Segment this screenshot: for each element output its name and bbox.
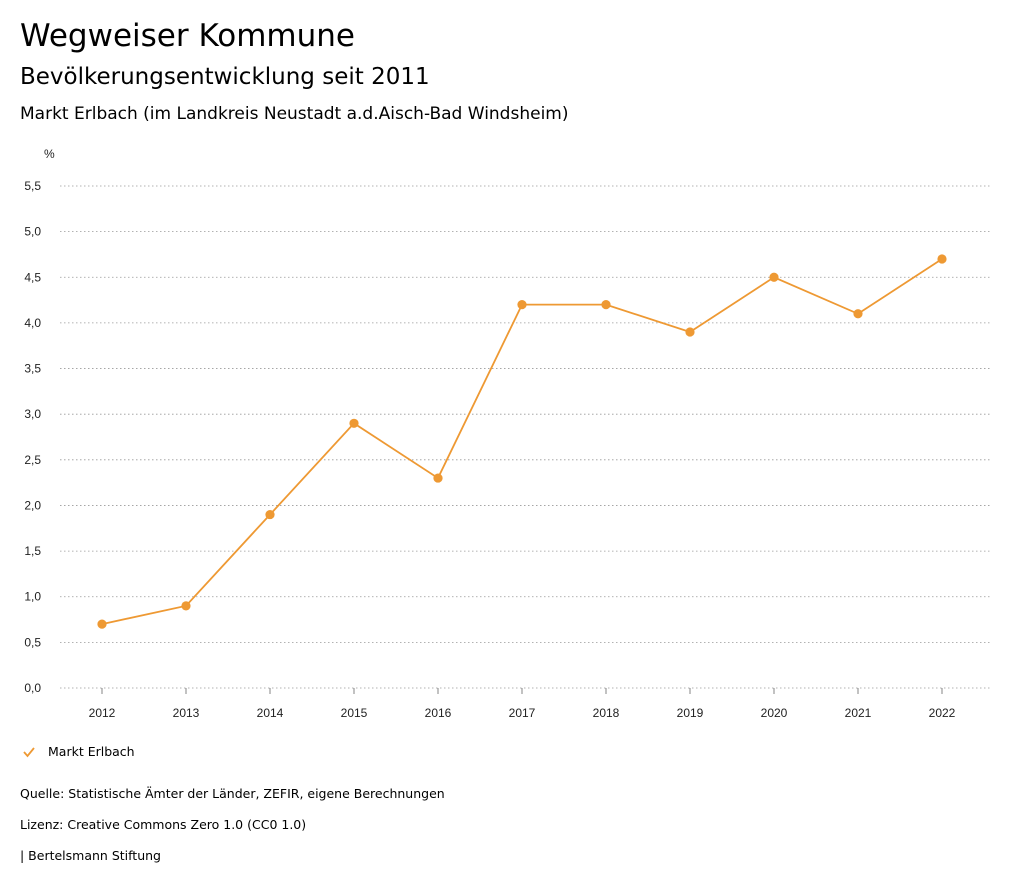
y-tick-label: 4,5 xyxy=(24,270,41,284)
data-point[interactable] xyxy=(601,300,611,310)
x-tick-label: 2020 xyxy=(761,706,788,720)
legend[interactable]: Markt Erlbach xyxy=(22,744,135,759)
y-axis-unit: % xyxy=(44,147,55,161)
data-point[interactable] xyxy=(433,473,443,483)
data-point[interactable] xyxy=(97,619,107,629)
y-tick-label: 1,5 xyxy=(24,544,41,558)
x-tick-label: 2015 xyxy=(341,706,368,720)
data-point[interactable] xyxy=(769,272,779,282)
data-point[interactable] xyxy=(349,418,359,428)
x-tick-label: 2021 xyxy=(845,706,872,720)
publisher-note: | Bertelsmann Stiftung xyxy=(20,848,161,863)
license-note: Lizenz: Creative Commons Zero 1.0 (CC0 1… xyxy=(20,817,307,832)
region-label: Markt Erlbach (im Landkreis Neustadt a.d… xyxy=(20,104,569,124)
y-tick-label: 3,5 xyxy=(24,362,41,376)
y-tick-label: 3,0 xyxy=(24,407,41,421)
y-tick-label: 5,0 xyxy=(24,225,41,239)
y-tick-label: 5,5 xyxy=(24,179,41,193)
data-point[interactable] xyxy=(937,254,947,264)
y-tick-label: 1,0 xyxy=(24,590,41,604)
series-line xyxy=(101,258,943,625)
y-axis-ticks: 0,0 0,5 1,0 1,5 2,0 2,5 3,0 3,5 4,0 4,5 5,0 5,5 xyxy=(24,179,41,695)
series-group xyxy=(97,254,947,629)
y-tick-label: 2,0 xyxy=(24,498,41,512)
data-point[interactable] xyxy=(685,327,695,337)
grid-lines xyxy=(60,185,990,689)
checkmark-icon xyxy=(23,746,35,757)
x-tick-label: 2022 xyxy=(929,706,956,720)
x-tick-label: 2018 xyxy=(593,706,620,720)
y-tick-label: 0,0 xyxy=(24,681,41,695)
data-point[interactable] xyxy=(853,309,863,319)
x-tick-label: 2016 xyxy=(425,706,452,720)
y-tick-label: 0,5 xyxy=(24,635,41,649)
data-point[interactable] xyxy=(181,601,191,611)
x-tick-label: 2019 xyxy=(677,706,704,720)
legend-label: Markt Erlbach xyxy=(48,744,135,759)
data-point[interactable] xyxy=(265,509,275,520)
line-chart: 0,0 0,5 1,0 1,5 2,0 2,5 3,0 3,5 4,0 4,5 5,0 5,5 201… xyxy=(24,147,990,720)
x-tick-label: 2012 xyxy=(89,706,116,720)
y-tick-label: 4,0 xyxy=(24,316,41,330)
x-tick-label: 2014 xyxy=(257,706,284,720)
x-axis-ticks: 2012 2013 2014 2015 2016 2017 2018 2019 2020 2021… xyxy=(89,688,956,720)
y-tick-label: 2,5 xyxy=(24,453,41,467)
page-title: Wegweiser Kommune xyxy=(20,18,355,54)
chart-subtitle: Bevölkerungsentwicklung seit 2011 xyxy=(20,64,430,90)
x-tick-label: 2013 xyxy=(173,706,200,720)
source-note: Quelle: Statistische Ämter der Länder, Z… xyxy=(20,786,445,801)
data-point[interactable] xyxy=(517,300,527,310)
x-tick-label: 2017 xyxy=(509,706,536,720)
